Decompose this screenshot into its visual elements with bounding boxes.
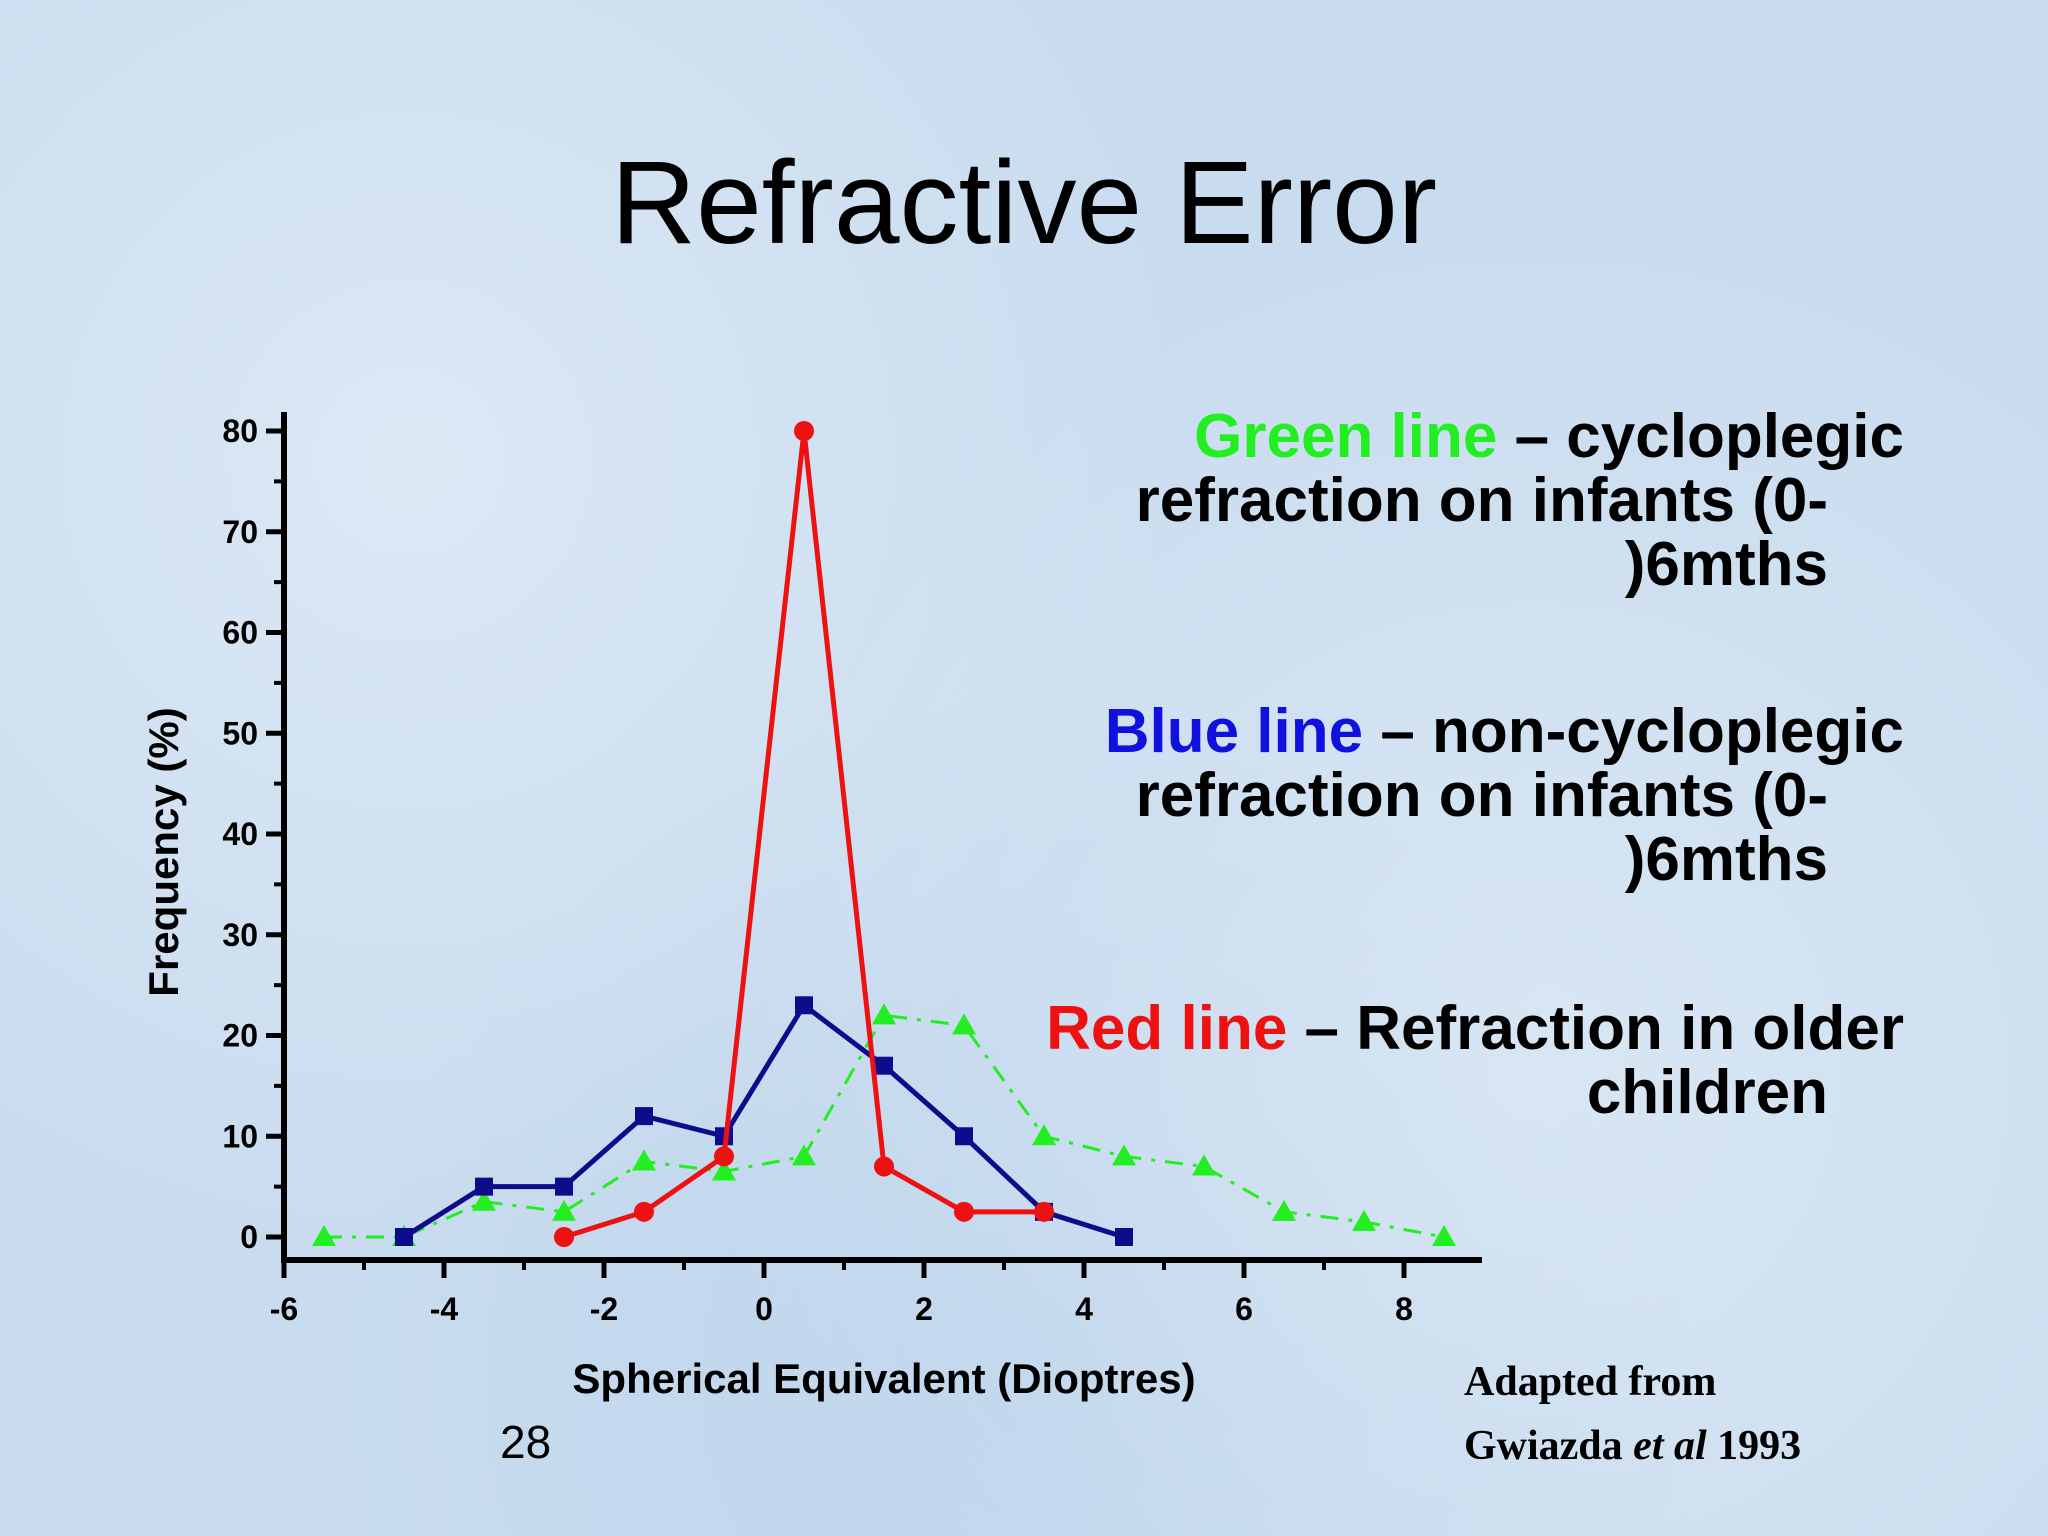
legend-red-desc-2: children: [1586, 1058, 1828, 1127]
legend-red-name: Red line: [1046, 994, 1288, 1063]
green-line-point: [872, 1003, 896, 1025]
legend-red-desc-1: – Refraction in older: [1287, 994, 1904, 1063]
legend-green-name: Green line: [1194, 402, 1498, 471]
red-line-point: [714, 1146, 734, 1167]
x-tick-label: -6: [270, 1291, 298, 1327]
green-line-point: [1112, 1144, 1136, 1166]
x-tick-label: 6: [1235, 1291, 1253, 1327]
citation-line-1: Adapted from: [1464, 1359, 1717, 1405]
legend-red-line-1: Red line – Refraction in older: [904, 997, 1904, 1061]
y-axis-label: Frequency (%): [140, 707, 187, 996]
blue-line-point: [795, 996, 813, 1015]
green-line-point: [1192, 1154, 1216, 1176]
y-tick-label: 60: [222, 615, 258, 651]
y-tick-label: 80: [222, 413, 258, 449]
legend-blue-desc-2: refraction on infants (0-: [1135, 761, 1828, 830]
blue-line-point: [635, 1107, 653, 1126]
blue-line-point: [1115, 1228, 1133, 1246]
red-line-point: [554, 1227, 574, 1247]
y-tick-label: 70: [222, 514, 258, 550]
red-line-point: [794, 421, 814, 441]
y-tick-label: 40: [222, 816, 258, 852]
citation-year: 1993: [1706, 1423, 1802, 1469]
y-tick-label: 20: [222, 1018, 258, 1054]
citation-author: Gwiazda: [1464, 1423, 1634, 1469]
x-tick-label: -2: [590, 1291, 618, 1327]
green-line-path: [324, 1013, 1445, 1239]
green-line-point: [312, 1225, 336, 1246]
y-tick-label: 10: [222, 1118, 258, 1154]
blue-line-point: [475, 1177, 493, 1196]
green-line-point: [1272, 1199, 1296, 1221]
green-line-point: [792, 1144, 816, 1166]
legend-blue-name: Blue line: [1104, 697, 1364, 766]
legend-green-description: Green line – cycloplegic refraction on i…: [904, 405, 1904, 597]
citation-et-al: et al: [1633, 1423, 1707, 1469]
green-line-point: [1352, 1209, 1376, 1231]
legend-blue-desc-3: )6mths: [1624, 825, 1828, 894]
green-line-point: [1032, 1124, 1056, 1146]
legend-red-description: Red line – Refraction in older children: [904, 997, 1904, 1125]
legend-green-desc-1: – cycloplegic: [1497, 402, 1904, 471]
green-line-series: [312, 1003, 1456, 1246]
blue-line-point: [955, 1127, 973, 1146]
blue-line-path: [402, 1002, 1125, 1240]
x-tick-label: 2: [915, 1291, 933, 1327]
blue-line-point: [875, 1056, 893, 1075]
legend-green-line-1: Green line – cycloplegic: [904, 405, 1904, 469]
red-line-point: [1034, 1201, 1054, 1222]
blue-line-point: [395, 1228, 413, 1246]
y-tick-label: 50: [222, 715, 258, 751]
green-line-point: [472, 1189, 496, 1211]
green-line-point: [632, 1149, 656, 1171]
legend-green-desc-3: )6mths: [1624, 530, 1828, 599]
legend-blue-desc-1: – non-cycloplegic: [1363, 697, 1904, 766]
red-line-point: [874, 1156, 894, 1177]
x-tick-label: 4: [1075, 1291, 1093, 1327]
red-line-point: [954, 1201, 974, 1222]
green-line-point: [552, 1199, 576, 1221]
chart-series: [312, 421, 1456, 1247]
red-line-series: [554, 421, 1054, 1247]
legend-green-desc-2: refraction on infants (0-: [1135, 466, 1828, 535]
legend-blue-line-1: Blue line – non-cycloplegic: [904, 700, 1904, 764]
x-tick-label: 8: [1395, 1291, 1413, 1327]
blue-line-point: [555, 1177, 573, 1196]
green-line-point: [952, 1013, 976, 1035]
x-tick-label: 0: [755, 1291, 773, 1327]
y-tick-label: 0: [240, 1219, 258, 1255]
red-line-point: [634, 1201, 654, 1222]
y-tick-label: 30: [222, 917, 258, 953]
green-line-point: [712, 1159, 736, 1181]
citation-line-2: Gwiazda et al 1993: [1464, 1414, 1801, 1478]
source-citation: Adapted from Gwiazda et al 1993: [1464, 1350, 1801, 1478]
x-tick-label: -4: [430, 1291, 459, 1327]
slide-title: Refractive Error: [610, 137, 1438, 269]
x-axis-label: Spherical Equivalent (Dioptres): [572, 1355, 1195, 1402]
legend-blue-description: Blue line – non-cycloplegic refraction o…: [904, 700, 1904, 892]
green-line-point: [1432, 1225, 1456, 1246]
page-number: 28: [500, 1416, 552, 1468]
